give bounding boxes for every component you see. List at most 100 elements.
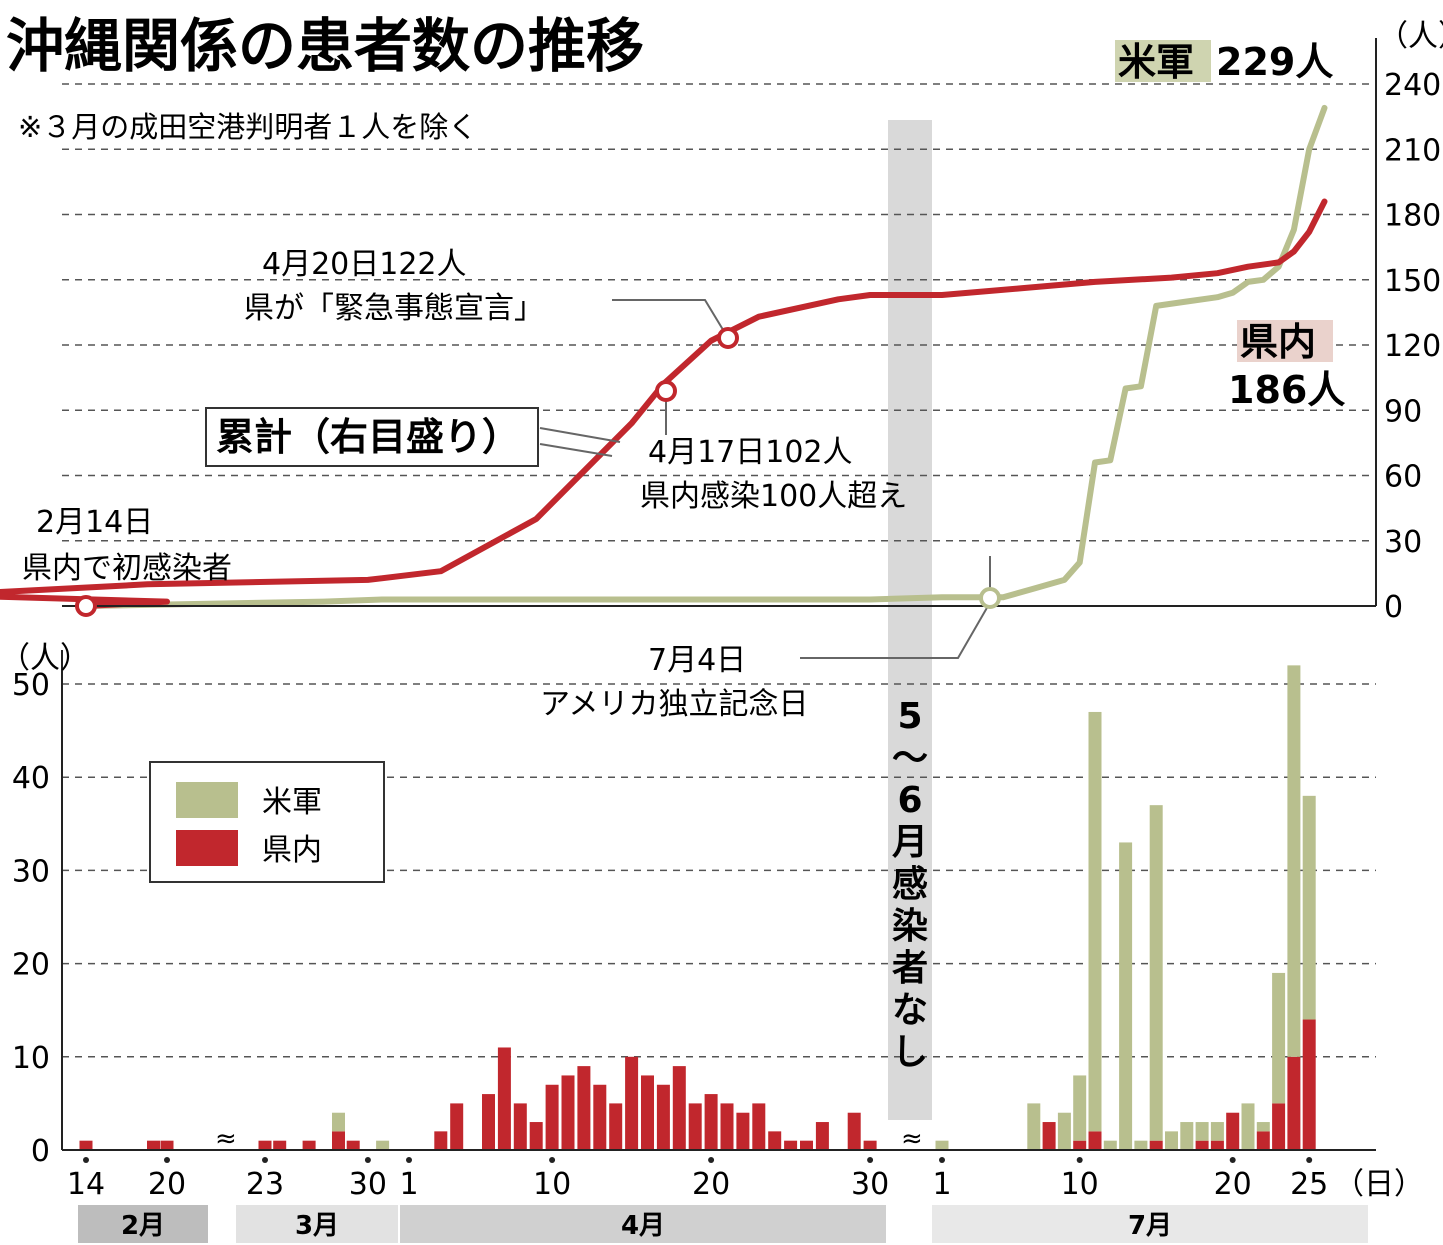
marker-apr20 (717, 327, 739, 349)
right-tick-label: 150 (1384, 264, 1441, 299)
bar-us-military (332, 1112, 345, 1132)
x-tick-dot (1229, 1157, 1236, 1163)
bar-us-military (1057, 1112, 1071, 1150)
annotation-apr17-note: 県内感染100人超え (640, 479, 907, 514)
bar-us-military (1241, 1103, 1255, 1150)
bar-prefecture (609, 1103, 623, 1150)
bar-prefecture (346, 1140, 360, 1150)
x-tick-label: 20 (148, 1167, 186, 1202)
legend-swatch-pref (176, 830, 238, 866)
x-tick-label: 10 (533, 1167, 571, 1202)
bar-us-military (1180, 1122, 1194, 1150)
right-tick-label: 90 (1384, 394, 1422, 429)
bar-prefecture (545, 1084, 559, 1150)
bar-prefecture (482, 1094, 495, 1150)
gap-label-char: 6 (897, 780, 922, 821)
bar-prefecture (736, 1112, 750, 1150)
line-us-military (83, 104, 1328, 609)
bar-prefecture (1042, 1122, 1056, 1150)
x-tick-label: 14 (67, 1167, 105, 1202)
bar-us-military (1027, 1103, 1041, 1150)
bar-prefecture (1256, 1131, 1270, 1150)
bar-us-military (1165, 1131, 1178, 1150)
bar-prefecture (800, 1140, 813, 1150)
x-tick-dot (83, 1157, 89, 1163)
right-tick-label: 30 (1384, 525, 1422, 560)
left-tick-label: 10 (12, 1041, 50, 1076)
marker-jul4 (979, 587, 1001, 609)
month-band-apr (400, 1205, 886, 1243)
left-tick-label: 40 (12, 761, 50, 796)
month-label-mar: 3月 (295, 1211, 339, 1241)
x-tick-dot (406, 1157, 412, 1163)
gap-band (888, 120, 932, 1120)
bar-us-military (1272, 972, 1286, 1104)
bar-us-military (1149, 805, 1163, 1141)
right-tick-label: 120 (1384, 329, 1441, 364)
annotation-jul4-leader (800, 605, 989, 659)
left-tick-label: 50 (12, 668, 50, 703)
x-tick-label: 1 (932, 1167, 951, 1202)
x-tick-label: 25 (1290, 1167, 1328, 1202)
annotation-jul4-date: 7月4日 (648, 643, 746, 678)
bar-prefecture (160, 1140, 174, 1150)
bar-prefecture (529, 1122, 543, 1150)
month-band-mar (236, 1205, 398, 1243)
bar-prefecture (147, 1140, 160, 1150)
left-unit-label: （人） (0, 641, 90, 676)
axis-break-mark: ≈ (901, 1124, 923, 1154)
bar-us-military (1195, 1122, 1209, 1141)
right-tick-label: 180 (1384, 199, 1441, 234)
pref-end-label-bg (1237, 320, 1333, 362)
day-unit-label: （日） (1334, 1167, 1424, 1202)
bar-prefecture (577, 1066, 591, 1150)
marker-apr17 (655, 380, 677, 402)
bar-prefecture (593, 1084, 607, 1150)
bar-prefecture (450, 1103, 464, 1150)
chart-title: 沖縄関係の患者数の推移 (6, 12, 644, 80)
x-tick-dot (1076, 1157, 1083, 1163)
bar-prefecture (1272, 1103, 1286, 1150)
bar-prefecture (561, 1075, 575, 1150)
bar-us-military (1287, 665, 1301, 1057)
x-tick-label: 30 (349, 1167, 387, 1202)
bar-prefecture (656, 1084, 670, 1150)
cumulative-label-text: 累計（右目盛り） (216, 415, 520, 459)
x-tick-dot (549, 1157, 556, 1163)
bar-prefecture (79, 1140, 93, 1150)
right-tick-label: 210 (1384, 133, 1441, 168)
x-tick-label: 10 (1061, 1167, 1099, 1202)
bar-prefecture (720, 1103, 734, 1150)
x-tick-dot (708, 1157, 715, 1163)
gap-label-char: 5 (897, 696, 922, 737)
chart-note: ※３月の成田空港判明者１人を除く (18, 110, 477, 144)
bar-prefecture (497, 1047, 511, 1150)
bar-prefecture (302, 1140, 316, 1150)
annotation-feb14-note: 県内で初感染者 (22, 551, 232, 586)
pref-end-label-value: 186人 (1228, 368, 1345, 412)
bar-prefecture (1210, 1140, 1224, 1150)
bar-prefecture (752, 1103, 766, 1150)
legend-label-pref: 県内 (262, 833, 322, 868)
bar-us-military (1302, 795, 1316, 1020)
bar-prefecture (625, 1056, 639, 1150)
bar-us-military (1210, 1122, 1224, 1141)
x-tick-dot (364, 1157, 371, 1163)
bar-us-military (1073, 1075, 1087, 1141)
bar-us-military (1134, 1140, 1148, 1150)
gap-label-char: 月 (892, 822, 928, 863)
annotation-jul4-note: アメリカ独立記念日 (540, 687, 809, 722)
month-label-jul: 7月 (1128, 1211, 1172, 1241)
left-tick-label: 0 (31, 1134, 50, 1169)
us-end-label-bg (1115, 40, 1211, 82)
x-tick-dot (262, 1157, 268, 1163)
bar-prefecture (513, 1103, 527, 1150)
bar-us-military (1256, 1122, 1270, 1132)
left-tick-label: 20 (12, 948, 50, 983)
x-tick-label: 1 (399, 1167, 418, 1202)
x-tick-dot (939, 1157, 945, 1163)
us-end-label-name: 米軍 (1118, 40, 1194, 84)
bar-prefecture (434, 1131, 448, 1150)
